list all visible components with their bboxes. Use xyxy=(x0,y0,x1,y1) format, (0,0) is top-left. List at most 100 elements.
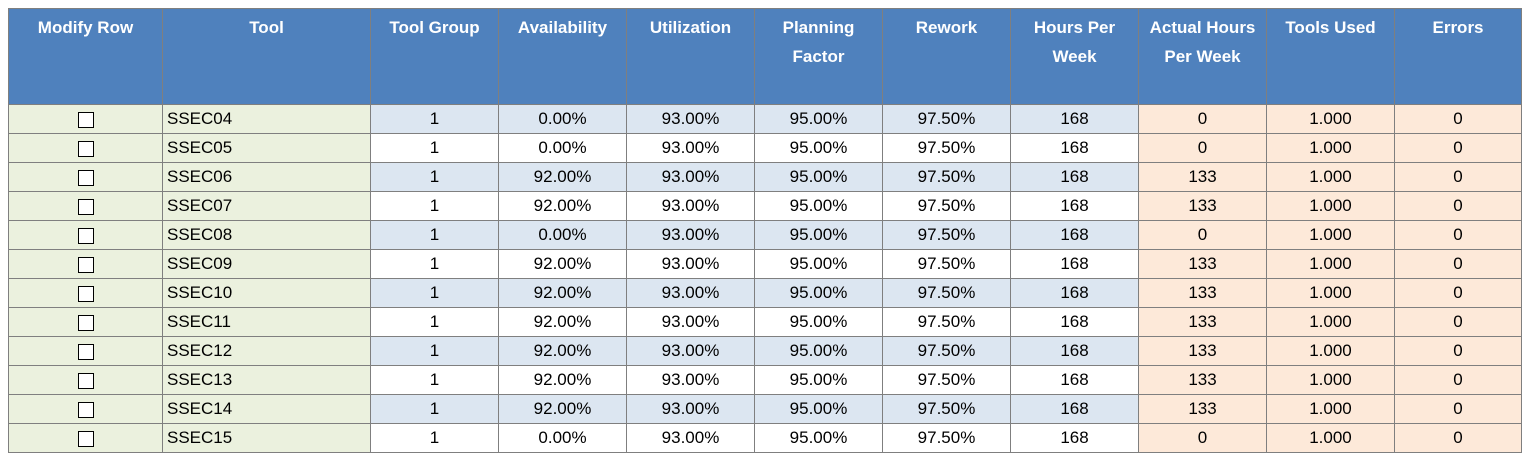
utilization-cell[interactable]: 93.00% xyxy=(626,336,755,366)
utilization-cell[interactable]: 93.00% xyxy=(626,394,755,424)
actual-hours-cell[interactable]: 133 xyxy=(1138,365,1267,395)
modify-row-cell[interactable] xyxy=(8,104,163,134)
availability-cell[interactable]: 92.00% xyxy=(498,249,627,279)
errors-cell[interactable]: 0 xyxy=(1394,394,1522,424)
planning-factor-cell[interactable]: 95.00% xyxy=(754,249,883,279)
actual-hours-cell[interactable]: 0 xyxy=(1138,104,1267,134)
actual-hours-cell[interactable]: 133 xyxy=(1138,336,1267,366)
tool-cell[interactable]: SSEC05 xyxy=(162,133,371,163)
tool-cell[interactable]: SSEC14 xyxy=(162,394,371,424)
col-header-planning-factor[interactable]: Planning Factor xyxy=(754,8,883,105)
modify-row-checkbox[interactable] xyxy=(77,256,94,273)
actual-hours-cell[interactable]: 0 xyxy=(1138,423,1267,453)
availability-cell[interactable]: 92.00% xyxy=(498,191,627,221)
rework-cell[interactable]: 97.50% xyxy=(882,104,1011,134)
col-header-hours-per-week[interactable]: Hours Per Week xyxy=(1010,8,1139,105)
modify-row-cell[interactable] xyxy=(8,307,163,337)
actual-hours-cell[interactable]: 0 xyxy=(1138,220,1267,250)
rework-cell[interactable]: 97.50% xyxy=(882,220,1011,250)
utilization-cell[interactable]: 93.00% xyxy=(626,365,755,395)
modify-row-checkbox[interactable] xyxy=(77,314,94,331)
tool-cell[interactable]: SSEC12 xyxy=(162,336,371,366)
actual-hours-cell[interactable]: 133 xyxy=(1138,307,1267,337)
modify-row-cell[interactable] xyxy=(8,365,163,395)
tools-used-cell[interactable]: 1.000 xyxy=(1266,133,1395,163)
planning-factor-cell[interactable]: 95.00% xyxy=(754,394,883,424)
tool-group-cell[interactable]: 1 xyxy=(370,336,499,366)
modify-row-checkbox[interactable] xyxy=(77,227,94,244)
errors-cell[interactable]: 0 xyxy=(1394,365,1522,395)
utilization-cell[interactable]: 93.00% xyxy=(626,278,755,308)
modify-row-cell[interactable] xyxy=(8,336,163,366)
modify-row-cell[interactable] xyxy=(8,249,163,279)
availability-cell[interactable]: 0.00% xyxy=(498,133,627,163)
hours-per-week-cell[interactable]: 168 xyxy=(1010,278,1139,308)
utilization-cell[interactable]: 93.00% xyxy=(626,423,755,453)
errors-cell[interactable]: 0 xyxy=(1394,278,1522,308)
errors-cell[interactable]: 0 xyxy=(1394,336,1522,366)
hours-per-week-cell[interactable]: 168 xyxy=(1010,365,1139,395)
planning-factor-cell[interactable]: 95.00% xyxy=(754,307,883,337)
hours-per-week-cell[interactable]: 168 xyxy=(1010,104,1139,134)
tools-used-cell[interactable]: 1.000 xyxy=(1266,423,1395,453)
modify-row-cell[interactable] xyxy=(8,423,163,453)
rework-cell[interactable]: 97.50% xyxy=(882,394,1011,424)
tool-cell[interactable]: SSEC09 xyxy=(162,249,371,279)
utilization-cell[interactable]: 93.00% xyxy=(626,133,755,163)
hours-per-week-cell[interactable]: 168 xyxy=(1010,336,1139,366)
modify-row-checkbox[interactable] xyxy=(77,198,94,215)
planning-factor-cell[interactable]: 95.00% xyxy=(754,162,883,192)
tools-used-cell[interactable]: 1.000 xyxy=(1266,278,1395,308)
modify-row-checkbox[interactable] xyxy=(77,111,94,128)
utilization-cell[interactable]: 93.00% xyxy=(626,249,755,279)
modify-row-cell[interactable] xyxy=(8,220,163,250)
col-header-tool-group[interactable]: Tool Group xyxy=(370,8,499,105)
tools-used-cell[interactable]: 1.000 xyxy=(1266,336,1395,366)
planning-factor-cell[interactable]: 95.00% xyxy=(754,220,883,250)
availability-cell[interactable]: 92.00% xyxy=(498,336,627,366)
rework-cell[interactable]: 97.50% xyxy=(882,162,1011,192)
hours-per-week-cell[interactable]: 168 xyxy=(1010,394,1139,424)
utilization-cell[interactable]: 93.00% xyxy=(626,220,755,250)
utilization-cell[interactable]: 93.00% xyxy=(626,307,755,337)
errors-cell[interactable]: 0 xyxy=(1394,307,1522,337)
hours-per-week-cell[interactable]: 168 xyxy=(1010,162,1139,192)
col-header-tool[interactable]: Tool xyxy=(162,8,371,105)
tools-used-cell[interactable]: 1.000 xyxy=(1266,191,1395,221)
tool-cell[interactable]: SSEC08 xyxy=(162,220,371,250)
modify-row-checkbox[interactable] xyxy=(77,343,94,360)
rework-cell[interactable]: 97.50% xyxy=(882,307,1011,337)
tools-used-cell[interactable]: 1.000 xyxy=(1266,365,1395,395)
errors-cell[interactable]: 0 xyxy=(1394,133,1522,163)
errors-cell[interactable]: 0 xyxy=(1394,249,1522,279)
actual-hours-cell[interactable]: 133 xyxy=(1138,278,1267,308)
availability-cell[interactable]: 0.00% xyxy=(498,423,627,453)
availability-cell[interactable]: 92.00% xyxy=(498,162,627,192)
planning-factor-cell[interactable]: 95.00% xyxy=(754,133,883,163)
tools-used-cell[interactable]: 1.000 xyxy=(1266,162,1395,192)
modify-row-checkbox[interactable] xyxy=(77,140,94,157)
rework-cell[interactable]: 97.50% xyxy=(882,191,1011,221)
tool-group-cell[interactable]: 1 xyxy=(370,133,499,163)
tool-group-cell[interactable]: 1 xyxy=(370,191,499,221)
actual-hours-cell[interactable]: 0 xyxy=(1138,133,1267,163)
modify-row-checkbox[interactable] xyxy=(77,169,94,186)
tool-group-cell[interactable]: 1 xyxy=(370,394,499,424)
modify-row-checkbox[interactable] xyxy=(77,372,94,389)
actual-hours-cell[interactable]: 133 xyxy=(1138,162,1267,192)
errors-cell[interactable]: 0 xyxy=(1394,162,1522,192)
errors-cell[interactable]: 0 xyxy=(1394,104,1522,134)
tools-used-cell[interactable]: 1.000 xyxy=(1266,307,1395,337)
modify-row-cell[interactable] xyxy=(8,162,163,192)
availability-cell[interactable]: 0.00% xyxy=(498,104,627,134)
planning-factor-cell[interactable]: 95.00% xyxy=(754,104,883,134)
modify-row-cell[interactable] xyxy=(8,394,163,424)
utilization-cell[interactable]: 93.00% xyxy=(626,162,755,192)
tool-cell[interactable]: SSEC13 xyxy=(162,365,371,395)
modify-row-checkbox[interactable] xyxy=(77,401,94,418)
modify-row-checkbox[interactable] xyxy=(77,285,94,302)
hours-per-week-cell[interactable]: 168 xyxy=(1010,307,1139,337)
rework-cell[interactable]: 97.50% xyxy=(882,133,1011,163)
planning-factor-cell[interactable]: 95.00% xyxy=(754,336,883,366)
tool-group-cell[interactable]: 1 xyxy=(370,162,499,192)
